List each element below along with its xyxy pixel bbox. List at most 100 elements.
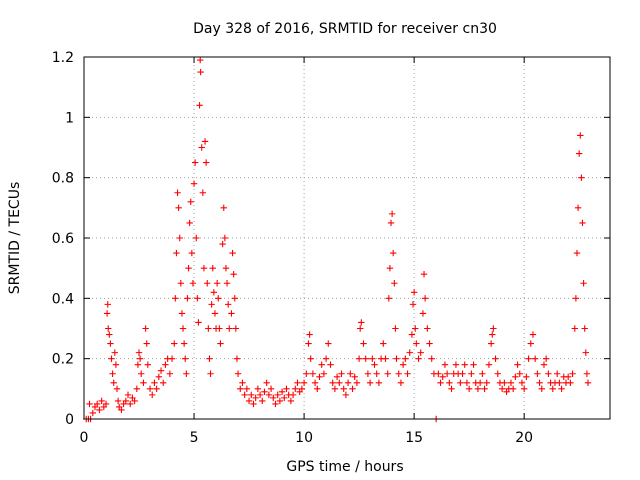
data-point (107, 340, 114, 347)
data-point (112, 361, 120, 368)
data-point (175, 204, 182, 212)
data-point (583, 370, 591, 377)
data-point (206, 355, 213, 362)
data-point (114, 397, 122, 405)
data-point (371, 361, 378, 368)
data-point (516, 370, 523, 377)
data-point (392, 325, 399, 332)
data-point (228, 310, 235, 317)
y-tick-label: 1 (65, 110, 74, 126)
data-point (573, 249, 581, 257)
data-point (143, 340, 150, 347)
data-point (412, 325, 419, 332)
data-point (281, 394, 288, 402)
y-tick-label: 0.8 (52, 171, 74, 187)
data-point (419, 310, 427, 317)
data-point (581, 325, 588, 332)
data-point (362, 355, 369, 362)
data-point (233, 355, 241, 362)
data-point (217, 340, 224, 347)
data-point (567, 379, 574, 386)
data-point (525, 355, 532, 362)
data-point (481, 385, 488, 393)
data-point (569, 370, 576, 377)
data-point (520, 385, 528, 393)
data-point (534, 370, 541, 377)
y-axis-title: SRMTID / TECUs (7, 182, 23, 295)
data-point (342, 391, 350, 399)
data-point (223, 280, 231, 287)
data-point (571, 325, 578, 332)
data-point (483, 379, 490, 386)
data-point (191, 159, 199, 166)
data-point (136, 355, 144, 362)
data-point (387, 219, 395, 227)
data-point (219, 240, 226, 248)
data-point (420, 271, 428, 278)
data-point (229, 249, 236, 257)
data-point (98, 397, 105, 405)
data-point (241, 391, 248, 399)
data-point (406, 349, 413, 356)
data-point (109, 370, 116, 377)
data-point (300, 379, 308, 386)
data-point (210, 289, 218, 296)
data-point (353, 379, 361, 386)
data-point (558, 385, 565, 393)
data-point (358, 319, 365, 326)
data-point (355, 355, 363, 362)
data-point (287, 397, 295, 405)
data-point (245, 397, 253, 405)
data-point (113, 385, 121, 393)
data-point (443, 370, 451, 377)
data-point (410, 289, 418, 296)
data-point (408, 331, 416, 338)
data-point (461, 361, 468, 368)
data-point (188, 249, 196, 257)
data-point (168, 355, 176, 362)
data-point (122, 397, 130, 405)
data-point (193, 234, 200, 242)
data-point (259, 397, 266, 405)
data-point (182, 355, 189, 362)
data-point (575, 150, 583, 157)
data-point (309, 370, 317, 377)
data-point (386, 264, 394, 272)
data-point (111, 349, 119, 356)
data-point (331, 385, 339, 393)
data-point (221, 234, 229, 242)
y-tick-label: 0.2 (52, 352, 74, 368)
data-point (151, 379, 158, 386)
data-point (292, 385, 299, 393)
data-point (134, 361, 142, 368)
y-tick-label: 1.2 (52, 50, 74, 66)
data-point (265, 391, 273, 399)
data-point (437, 379, 444, 386)
data-point (316, 373, 323, 380)
data-point (463, 379, 471, 386)
data-point (320, 370, 328, 377)
x-tick-label: 20 (515, 430, 533, 446)
data-point (237, 385, 244, 393)
data-point (199, 189, 207, 196)
data-point (415, 355, 422, 362)
data-point (487, 340, 495, 347)
data-point (527, 340, 534, 347)
data-point (512, 373, 519, 380)
data-point (305, 340, 312, 347)
data-point (384, 370, 391, 377)
data-point (584, 379, 592, 386)
data-point (276, 397, 284, 405)
data-point (492, 355, 499, 362)
data-point (207, 370, 214, 377)
data-point (578, 174, 585, 181)
x-tick-label: 10 (295, 430, 313, 446)
data-point (490, 325, 497, 332)
data-point (457, 379, 464, 386)
data-point (185, 264, 192, 272)
data-point (226, 325, 233, 332)
data-point (118, 406, 125, 414)
data-point (366, 379, 374, 386)
y-tick-label: 0.4 (52, 291, 74, 307)
data-point (197, 68, 204, 76)
